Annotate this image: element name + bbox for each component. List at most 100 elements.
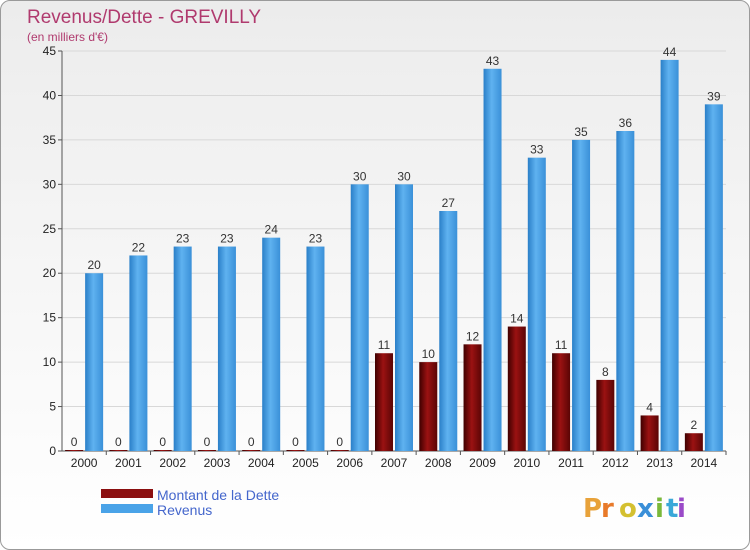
data-label: 27	[442, 196, 456, 210]
data-label: 8	[602, 365, 609, 379]
bar-debt	[242, 450, 261, 451]
logo-letter: i	[677, 494, 686, 524]
data-label: 23	[309, 232, 323, 246]
bar-debt	[507, 326, 526, 451]
bar-debt	[65, 450, 84, 451]
data-label: 39	[707, 89, 721, 103]
data-labels: 0200220230230240230301130102712431433113…	[71, 45, 721, 449]
logo-letter: i	[655, 494, 664, 524]
bar-revenus	[173, 246, 192, 451]
bar-debt	[640, 415, 659, 451]
x-tick-label: 2002	[159, 456, 186, 470]
data-label: 0	[292, 435, 299, 449]
data-label: 2	[691, 418, 698, 432]
y-tick-label: 5	[49, 400, 56, 414]
bar-debt	[684, 433, 703, 451]
data-label: 36	[619, 116, 633, 130]
bar-revenus	[616, 131, 635, 451]
data-label: 30	[397, 169, 411, 183]
data-label: 0	[159, 435, 166, 449]
y-tick-label: 35	[43, 133, 57, 147]
data-label: 22	[132, 240, 146, 254]
data-label: 23	[176, 232, 190, 246]
data-label: 0	[204, 435, 211, 449]
data-label: 43	[486, 54, 500, 68]
bar-revenus	[217, 246, 236, 451]
chart-title: Revenus/Dette - GREVILLY	[27, 7, 261, 28]
legend-swatch-debt	[101, 489, 153, 498]
grid-lines	[62, 50, 726, 452]
x-tick-label: 2008	[425, 456, 452, 470]
legend-label-revenus: Revenus	[157, 502, 212, 518]
data-label: 4	[646, 400, 653, 414]
y-tick-label: 15	[43, 311, 57, 325]
x-tick-label: 2007	[381, 456, 408, 470]
bars	[65, 59, 723, 452]
bar-revenus	[483, 68, 502, 452]
bar-revenus	[306, 246, 325, 451]
bar-revenus	[439, 211, 458, 451]
data-label: 12	[466, 329, 480, 343]
y-tick-label: 40	[43, 88, 57, 102]
bar-debt	[109, 450, 128, 451]
legend-label-debt: Montant de la Dette	[157, 487, 279, 503]
bar-revenus	[527, 157, 546, 451]
data-label: 0	[115, 435, 122, 449]
data-label: 11	[555, 338, 568, 352]
bar-debt	[153, 450, 172, 451]
x-tick-label: 2006	[336, 456, 363, 470]
bar-revenus	[85, 273, 104, 451]
legend: Montant de la Dette Revenus	[101, 487, 279, 518]
data-label: 0	[336, 435, 343, 449]
data-label: 0	[248, 435, 255, 449]
x-tick-label: 2004	[248, 456, 275, 470]
y-tick-label: 10	[43, 355, 57, 369]
x-tick-label: 2012	[602, 456, 629, 470]
bar-revenus	[350, 184, 369, 452]
bar-revenus	[262, 237, 281, 451]
data-label: 33	[530, 143, 544, 157]
x-tick-label: 2011	[558, 456, 584, 470]
bar-debt	[375, 353, 393, 451]
data-label: 14	[510, 312, 524, 326]
data-label: 20	[87, 258, 101, 272]
proxiti-logo: Pr o x i ti	[583, 494, 686, 524]
bar-revenus	[129, 255, 148, 451]
x-tick-label: 2009	[469, 456, 496, 470]
bar-revenus	[660, 59, 679, 452]
data-label: 0	[71, 435, 78, 449]
bar-revenus	[395, 184, 413, 452]
data-label: 24	[265, 223, 279, 237]
y-tick-label: 0	[49, 444, 56, 458]
x-tick-label: 2000	[71, 456, 98, 470]
data-label: 23	[220, 232, 234, 246]
x-tick-label: 2010	[513, 456, 540, 470]
x-tick-label: 2003	[204, 456, 231, 470]
y-tick-label: 20	[43, 266, 57, 280]
logo-letter: P	[583, 494, 602, 524]
bar-debt	[463, 344, 482, 451]
bar-revenus	[572, 139, 591, 451]
bar-debt	[197, 450, 216, 451]
y-tick-label: 30	[43, 177, 57, 191]
bar-debt	[419, 362, 438, 451]
data-label: 11	[378, 338, 391, 352]
legend-swatch-revenus	[101, 504, 153, 513]
logo-letter: o	[619, 494, 637, 524]
bar-debt	[552, 353, 571, 451]
x-tick-label: 2014	[691, 456, 718, 470]
y-tick-label: 45	[43, 44, 57, 58]
x-tick-label: 2001	[115, 456, 142, 470]
bar-debt	[330, 450, 349, 451]
y-tick-label: 25	[43, 222, 57, 236]
logo-letter: x	[637, 494, 654, 524]
data-label: 35	[574, 125, 588, 139]
bar-revenus	[704, 104, 723, 451]
logo-letter: r	[601, 494, 614, 524]
bar-debt	[286, 450, 305, 451]
x-tick-label: 2013	[646, 456, 673, 470]
bar-debt	[596, 379, 615, 451]
data-label: 30	[353, 169, 367, 183]
